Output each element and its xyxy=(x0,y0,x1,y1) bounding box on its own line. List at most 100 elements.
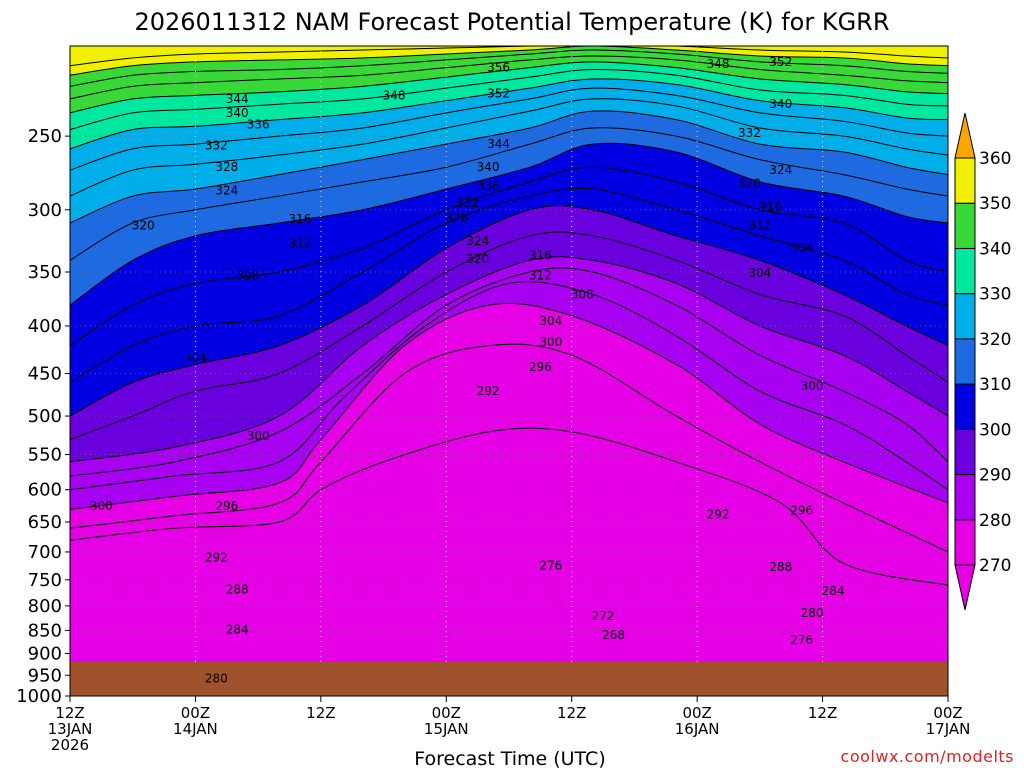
contour-label: 344 xyxy=(226,92,249,106)
contour-label: 296 xyxy=(529,360,552,374)
contour-label: 272 xyxy=(592,609,615,623)
credit-text: coolwx.com/modelts xyxy=(841,747,1014,766)
y-tick-label: 800 xyxy=(28,596,62,617)
x-tick-label: 2026 xyxy=(51,736,89,754)
isentrope-308 xyxy=(70,166,948,347)
contour-label: 292 xyxy=(477,384,500,398)
isentrope-276 xyxy=(70,343,948,553)
contour-label: 312 xyxy=(748,219,771,233)
contour-label: 300 xyxy=(539,335,562,349)
contour-label: 324 xyxy=(769,163,792,177)
contour-label: 348 xyxy=(707,57,730,71)
x-tick-label: 12Z xyxy=(808,704,837,722)
contour-label: 300 xyxy=(801,379,824,393)
y-tick-label: 850 xyxy=(28,620,62,641)
y-tick-label: 250 xyxy=(28,126,62,147)
y-tick-label: 500 xyxy=(28,406,62,427)
colorbar-band xyxy=(954,202,976,249)
colorbar-tick-label: 300 xyxy=(979,420,1011,440)
contour-label: 332 xyxy=(456,196,479,210)
x-tick-label: 13JAN xyxy=(48,720,93,738)
colorbar-tick-label: 310 xyxy=(979,375,1011,395)
y-tick-label: 650 xyxy=(28,512,62,533)
contour-label: 328 xyxy=(215,160,238,174)
contour-label: 324 xyxy=(466,234,489,248)
y-axis: 2503003504004505005506006507007508008509… xyxy=(16,126,70,707)
colorbar-arrow-high xyxy=(954,112,976,159)
x-tick-label: 16JAN xyxy=(675,720,720,738)
y-tick-label: 700 xyxy=(28,542,62,563)
x-tick-label: 00Z xyxy=(933,704,962,722)
x-axis-label: Forecast Time (UTC) xyxy=(414,748,605,768)
colorbar-tick-label: 340 xyxy=(979,239,1011,259)
contour-label: 312 xyxy=(288,236,311,250)
isentrope-312 xyxy=(70,142,948,306)
contour-label: 320 xyxy=(738,176,761,190)
contour-label: 288 xyxy=(226,582,249,596)
isentrope-352 xyxy=(70,46,948,76)
y-tick-label: 450 xyxy=(28,364,62,385)
contour-label: 348 xyxy=(383,88,406,102)
contour-label: 296 xyxy=(215,499,238,513)
contour-label: 300 xyxy=(90,499,113,513)
contour-label: 328 xyxy=(445,211,468,225)
contour-label: 352 xyxy=(769,55,792,69)
contour-label: 308 xyxy=(571,287,594,301)
contour-label: 304 xyxy=(748,266,771,280)
colorbar-tick-label: 330 xyxy=(979,285,1011,305)
contour-label: 280 xyxy=(801,606,824,620)
colorbar-tick-label: 360 xyxy=(979,149,1011,169)
isentrope-320 xyxy=(70,110,948,224)
contour-label: 316 xyxy=(529,249,552,263)
contour-label: 352 xyxy=(487,87,510,101)
contour-label: 300 xyxy=(247,429,270,443)
x-tick-label: 12Z xyxy=(55,704,84,722)
isentrope-300 xyxy=(70,205,948,417)
y-tick-label: 400 xyxy=(28,316,62,337)
contour-label: 336 xyxy=(247,118,270,132)
isentrope-332 xyxy=(70,78,948,150)
contour-label: 268 xyxy=(602,628,625,642)
colorbar-tick-label: 270 xyxy=(979,556,1011,576)
contour-label: 340 xyxy=(477,160,500,174)
contour-label: 312 xyxy=(529,268,552,282)
colorbar-band xyxy=(954,428,976,476)
y-tick-label: 1000 xyxy=(16,686,62,707)
isentrope-284 xyxy=(70,281,948,491)
isentrope-344 xyxy=(70,55,948,100)
isentrope-336 xyxy=(70,69,948,131)
contour-label: 340 xyxy=(769,97,792,111)
isentrope-348 xyxy=(70,49,948,87)
contour-label: 332 xyxy=(205,139,228,153)
contour-label: 344 xyxy=(487,137,510,151)
isentrope-272 xyxy=(70,427,948,586)
y-tick-label: 950 xyxy=(28,665,62,686)
contour-label: 308 xyxy=(790,241,813,255)
colorbar-band xyxy=(954,383,976,430)
colorbar-arrow-low xyxy=(954,564,976,611)
contour-label: 292 xyxy=(707,507,730,521)
contour-label: 332 xyxy=(738,126,761,140)
x-tick-label: 12Z xyxy=(557,704,586,722)
contour-label: 292 xyxy=(205,551,228,565)
contour-label: 316 xyxy=(759,200,782,214)
colorbar: 270 280 290 300 310 320 330 340 350 360 xyxy=(954,112,1011,611)
contour-label: 280 xyxy=(205,672,228,686)
colorbar-band xyxy=(954,293,976,340)
ground-terrain xyxy=(70,662,948,696)
colorbar-tick-label: 320 xyxy=(979,330,1011,350)
x-tick-label: 12Z xyxy=(306,704,335,722)
contour-label: 324 xyxy=(215,183,238,197)
fill-band-356 xyxy=(70,46,948,66)
contour-label: 284 xyxy=(226,622,249,636)
contour-label: 304 xyxy=(184,351,207,365)
contour-label: 316 xyxy=(288,212,311,226)
colorbar-tick-label: 280 xyxy=(979,511,1011,531)
x-tick-label: 15JAN xyxy=(424,720,469,738)
contour-label: 284 xyxy=(822,584,845,598)
colorbar-tick-label: 350 xyxy=(979,194,1011,214)
